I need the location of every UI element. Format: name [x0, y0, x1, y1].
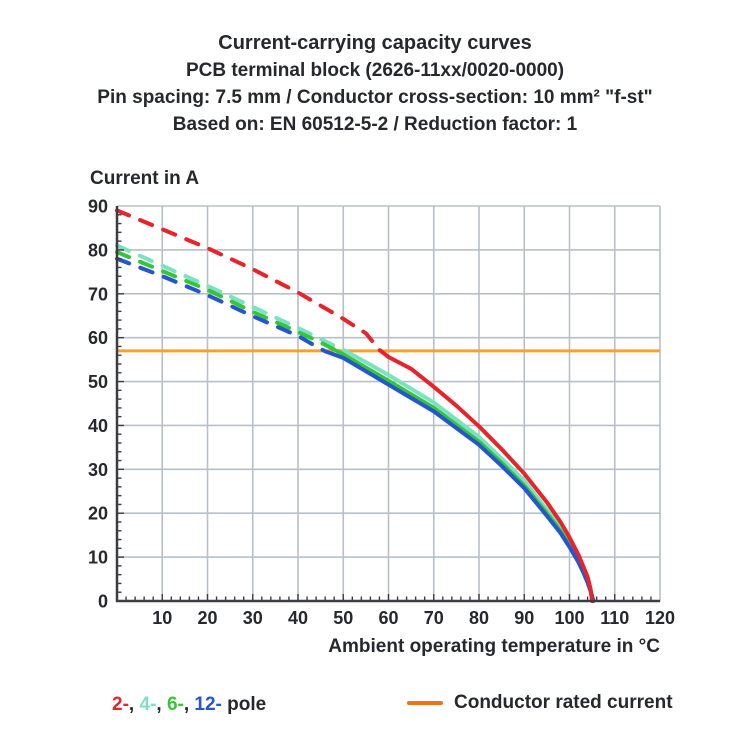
x-tick-label-60: 60: [378, 608, 398, 628]
y-axis-title: Current in A: [90, 168, 199, 189]
legend-separator: ,: [128, 694, 140, 715]
y-tick-label-40: 40: [88, 416, 108, 436]
x-tick-label-40: 40: [288, 608, 308, 628]
y-tick-label-90: 90: [88, 197, 108, 217]
curve-12-pole-solid: [322, 348, 596, 603]
legend-pole-6: 6-: [166, 694, 184, 715]
x-axis-title: Ambient operating temperature in °C: [328, 636, 660, 657]
x-tick-label-20: 20: [197, 608, 217, 628]
y-tick-label-20: 20: [88, 504, 108, 524]
curve-4-pole-solid: [342, 348, 595, 603]
rated-current-label: Conductor rated current: [454, 692, 673, 713]
rated-current-swatch: [407, 701, 443, 705]
y-tick-label-60: 60: [88, 328, 108, 348]
x-tick-label-70: 70: [424, 608, 444, 628]
legend-pole-suffix: pole: [221, 694, 267, 715]
curve-2-pole-solid: [378, 348, 595, 603]
y-tick-label-0: 0: [98, 592, 108, 612]
legend-pole-2: 2-: [112, 694, 129, 715]
curve-2-pole-dashed: [115, 208, 383, 353]
chart-subtitle-standard: Based on: EN 60512-5-2 / Reduction facto…: [172, 114, 578, 135]
rated-current-legend: Conductor rated current: [407, 692, 673, 714]
chart-header: Current-carrying capacity curves PCB ter…: [0, 30, 750, 138]
legend-separator: ,: [183, 694, 195, 715]
pole-legend: 2-, 4-, 6-, 12- pole: [112, 694, 266, 716]
y-tick-label-30: 30: [88, 460, 108, 480]
chart-title: Current-carrying capacity curves: [218, 32, 532, 54]
x-tick-label-30: 30: [243, 608, 263, 628]
x-tick-label-110: 110: [600, 608, 629, 628]
y-tick-label-50: 50: [88, 372, 108, 392]
legend-pole-12: 12-: [194, 694, 222, 715]
x-tick-label-10: 10: [152, 608, 172, 628]
chart-subtitle-specs: Pin spacing: 7.5 mm / Conductor cross-se…: [97, 87, 653, 108]
x-tick-label-50: 50: [333, 608, 353, 628]
curve-6-pole-dashed: [115, 250, 339, 353]
legend-pole-4: 4-: [139, 694, 157, 715]
y-tick-label-70: 70: [88, 284, 108, 304]
x-tick-label-80: 80: [469, 608, 489, 628]
chart-legend: 2-, 4-, 6-, 12- pole Conductor rated cur…: [0, 692, 750, 722]
x-tick-label-120: 120: [645, 608, 675, 628]
y-tick-label-80: 80: [88, 240, 108, 260]
legend-separator: ,: [156, 694, 167, 715]
x-tick-label-90: 90: [514, 608, 534, 628]
y-tick-label-10: 10: [88, 548, 108, 568]
chart-subtitle-product: PCB terminal block (2626-11xx/0020-0000): [185, 60, 565, 81]
curve-6-pole-solid: [334, 348, 595, 603]
curve-4-pole-dashed: [115, 243, 347, 353]
x-tick-label-100: 100: [554, 608, 584, 628]
capacity-chart: 10 20 30 40 50 60 70 80 90 100 110 120 0 10 20 30 40 50 60…: [88, 168, 675, 657]
curve-12-pole-dashed: [115, 256, 327, 353]
